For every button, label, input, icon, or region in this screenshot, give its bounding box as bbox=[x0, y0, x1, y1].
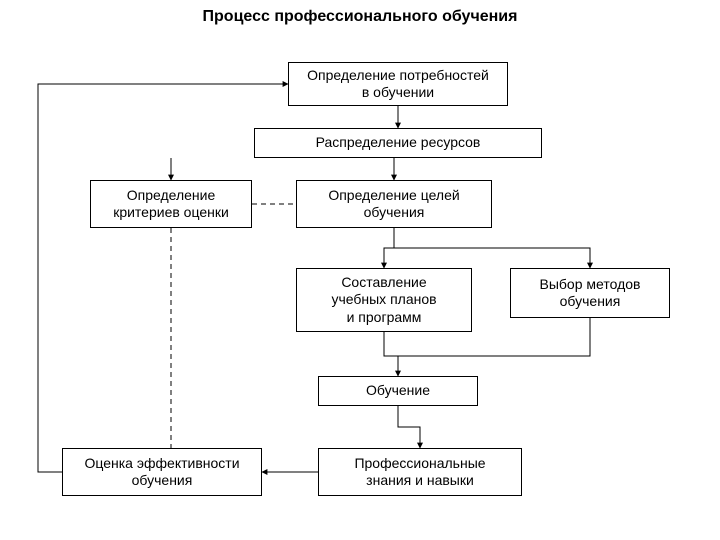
box-resources: Распределение ресурсов bbox=[254, 128, 542, 158]
box-knowledge: Профессиональныезнания и навыки bbox=[318, 448, 522, 496]
box-plans: Составлениеучебных планови программ bbox=[296, 268, 472, 332]
box-methods: Выбор методовобучения bbox=[510, 268, 670, 318]
box-training: Обучение bbox=[318, 376, 478, 406]
diagram-title: Процесс профессионального обучения bbox=[0, 8, 720, 26]
box-goals: Определение целейобучения bbox=[296, 180, 492, 228]
box-criteria: Определениекритериев оценки bbox=[90, 180, 252, 228]
box-eval: Оценка эффективностиобучения bbox=[62, 448, 262, 496]
box-needs: Определение потребностейв обучении bbox=[288, 62, 508, 106]
